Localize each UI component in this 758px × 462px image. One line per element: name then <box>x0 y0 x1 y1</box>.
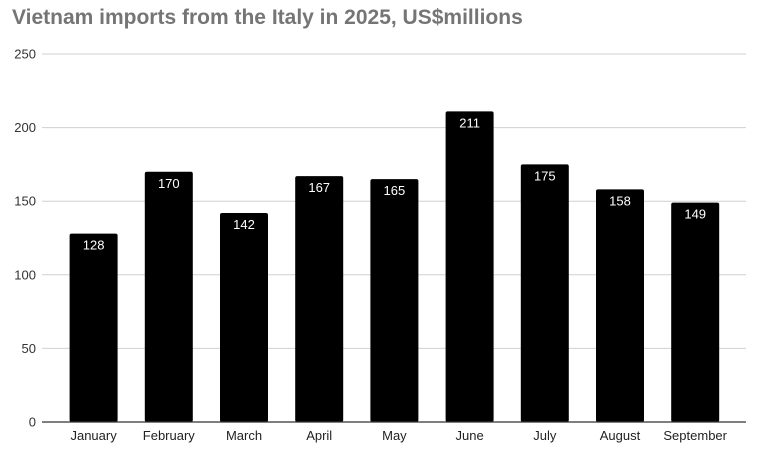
bar <box>69 233 118 422</box>
data-label: 170 <box>158 176 180 191</box>
data-label: 211 <box>459 115 480 130</box>
data-label: 175 <box>534 168 556 183</box>
data-label: 158 <box>609 193 631 208</box>
x-tick-label: August <box>600 428 641 443</box>
x-axis-ticks: January February March April May June July Augu… <box>70 428 727 443</box>
bar <box>220 212 268 422</box>
x-tick-label: January <box>70 428 117 443</box>
data-label: 167 <box>308 180 330 195</box>
data-label: 165 <box>384 183 406 198</box>
x-tick-label: May <box>382 428 407 443</box>
x-tick-label: July <box>533 428 557 443</box>
y-tick-label: 100 <box>14 267 36 282</box>
bar <box>370 179 419 422</box>
x-tick-label: April <box>306 428 332 443</box>
y-tick-label: 50 <box>22 341 36 356</box>
bars <box>69 111 720 423</box>
x-tick-label: September <box>663 428 727 443</box>
bar <box>445 111 494 423</box>
data-label: 142 <box>233 217 255 232</box>
data-labels: 128 170 142 167 165 211 175 158 149 <box>83 115 706 252</box>
bar <box>295 176 344 422</box>
data-label: 149 <box>684 207 706 222</box>
bar <box>144 171 193 422</box>
y-tick-label: 200 <box>14 120 36 135</box>
x-tick-label: February <box>143 428 196 443</box>
y-tick-label: 0 <box>29 415 36 430</box>
x-tick-label: June <box>455 428 483 443</box>
y-tick-label: 250 <box>14 47 36 62</box>
x-tick-label: March <box>226 428 262 443</box>
bar <box>671 202 720 422</box>
bar <box>520 164 569 422</box>
bar <box>596 189 644 422</box>
y-axis-ticks: 0 50 100 150 200 250 <box>14 47 36 430</box>
data-label: 128 <box>83 238 105 253</box>
chart-title: Vietnam imports from the Italy in 2025, … <box>12 6 523 29</box>
y-tick-label: 150 <box>14 194 36 209</box>
